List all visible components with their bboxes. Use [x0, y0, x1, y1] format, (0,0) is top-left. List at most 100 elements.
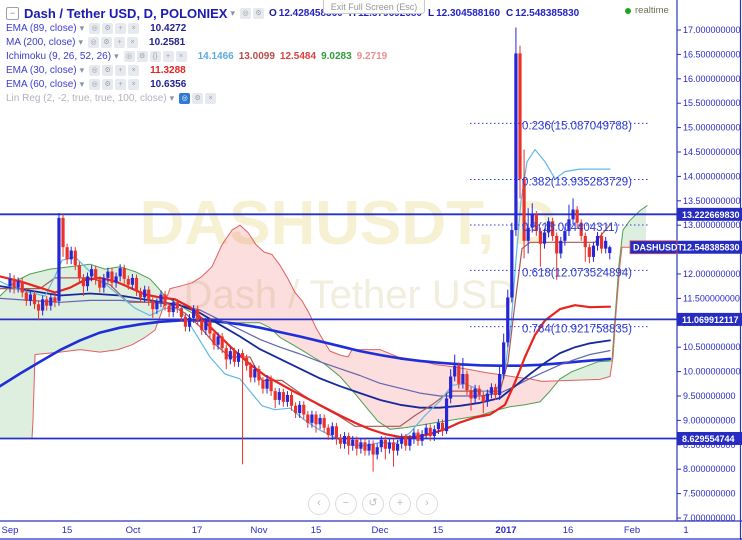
- gear-icon[interactable]: ⚙: [192, 92, 204, 104]
- ohlc-value-l: L 12.304588160: [427, 8, 501, 19]
- candle-body: [306, 414, 310, 423]
- plus-icon[interactable]: +: [115, 22, 127, 34]
- candle-body: [200, 320, 204, 331]
- eye-icon[interactable]: ◎: [89, 78, 101, 90]
- candle-body: [289, 395, 294, 406]
- candle-body: [302, 404, 306, 415]
- time-tick-label: Dec: [372, 525, 389, 536]
- candle-body: [567, 219, 571, 232]
- indicator-row-3[interactable]: EMA (30, close) ▾ ◎ ⚙ + × 11.3288: [6, 63, 579, 77]
- scroll-left-button[interactable]: ‹: [308, 493, 330, 515]
- close-icon[interactable]: ×: [205, 92, 217, 104]
- senkou-a-line: [0, 205, 648, 430]
- candle-body: [563, 231, 567, 241]
- eye-icon[interactable]: ◎: [179, 92, 191, 104]
- indicator-value: 14.1466: [197, 50, 234, 62]
- indicator-values: 10.4272: [150, 23, 186, 34]
- gear-icon[interactable]: ⚙: [102, 22, 114, 34]
- time-tick-label: 1: [683, 525, 688, 536]
- reset-zoom-button[interactable]: ↺: [362, 493, 384, 515]
- plus-icon[interactable]: +: [162, 50, 174, 62]
- chevron-down-icon[interactable]: ▾: [79, 78, 85, 89]
- plus-icon[interactable]: +: [114, 36, 126, 48]
- candle-body: [412, 432, 416, 439]
- chevron-down-icon[interactable]: ▾: [169, 92, 175, 103]
- candle-body: [489, 387, 494, 394]
- candle-body: [118, 268, 122, 277]
- candle-body: [530, 214, 534, 228]
- candle-body: [485, 393, 489, 402]
- candle-body: [159, 294, 163, 303]
- time-axis-background[interactable]: [0, 522, 742, 540]
- candle-body: [98, 279, 102, 288]
- indicator-row-0[interactable]: EMA (89, close) ▾ ◎ ⚙ + × 10.4272: [6, 21, 579, 35]
- scroll-right-button[interactable]: ›: [416, 493, 438, 515]
- candle-body: [408, 438, 412, 446]
- price-axis-background[interactable]: [678, 0, 742, 540]
- candle-body: [510, 230, 514, 298]
- candle-body: [555, 235, 559, 254]
- indicator-row-5[interactable]: Lin Reg (2, -2, true, true, 100, close) ▾…: [6, 91, 579, 105]
- zoom-out-button[interactable]: −: [335, 493, 357, 515]
- chevron-down-icon[interactable]: ▾: [78, 36, 84, 47]
- indicator-row-2[interactable]: Ichimoku (9, 26, 52, 26) ▾ ◎ ⚙{} + × 14.1466 13…: [6, 49, 579, 63]
- indicator-icons: ◎ ⚙ + ×: [88, 36, 139, 48]
- gear-icon[interactable]: ⚙: [101, 36, 113, 48]
- candle-body: [138, 291, 143, 298]
- close-icon[interactable]: ×: [127, 36, 139, 48]
- close-icon[interactable]: ×: [128, 64, 140, 76]
- gear-icon[interactable]: ⚙: [253, 8, 264, 19]
- plus-icon[interactable]: +: [115, 64, 127, 76]
- gear-icon[interactable]: ⚙: [102, 78, 114, 90]
- indicator-values: 11.3288: [150, 65, 186, 76]
- eye-icon[interactable]: ◎: [89, 22, 101, 34]
- candle-body: [449, 376, 453, 399]
- chevron-down-icon[interactable]: ▾: [114, 50, 119, 61]
- eye-icon[interactable]: ◎: [88, 36, 100, 48]
- eye-icon[interactable]: ◎: [123, 50, 135, 62]
- candle-body: [249, 365, 253, 378]
- candle-body: [20, 281, 24, 293]
- eye-icon[interactable]: ◎: [240, 8, 251, 19]
- close-icon[interactable]: ×: [175, 50, 187, 62]
- symbol-title[interactable]: Dash / Tether USD, D, POLONIEX: [24, 6, 228, 21]
- candle-body: [559, 240, 563, 254]
- fib-level-label: 0.236(15.087049788): [522, 120, 632, 132]
- candle-body: [179, 308, 183, 317]
- realtime-label: realtime: [635, 5, 669, 16]
- chevron-down-icon[interactable]: ▾: [79, 22, 85, 33]
- candle-body: [126, 278, 130, 285]
- candle-body: [444, 398, 449, 432]
- zoom-in-button[interactable]: +: [389, 493, 411, 515]
- indicator-row-1[interactable]: MA (200, close) ▾ ◎ ⚙ + × 10.2581: [6, 35, 579, 49]
- collapse-icon[interactable]: −: [6, 7, 19, 20]
- candle-body: [583, 235, 587, 248]
- close-icon[interactable]: ×: [128, 78, 140, 90]
- candle-body: [371, 443, 375, 455]
- candle-body: [285, 395, 290, 402]
- symbol-title-row[interactable]: − Dash / Tether USD, D, POLONIEX ▾ ◎ ⚙ O…: [6, 6, 579, 21]
- eye-icon[interactable]: ◎: [89, 64, 101, 76]
- price-axis-highlight: [677, 207, 742, 221]
- candle-body: [367, 443, 371, 451]
- plus-icon[interactable]: +: [115, 78, 127, 90]
- candle-body: [45, 299, 49, 306]
- candle-body: [94, 269, 98, 280]
- chevron-down-icon[interactable]: ▾: [230, 8, 235, 18]
- candle-body: [281, 392, 285, 402]
- close-icon[interactable]: ×: [128, 22, 140, 34]
- chevron-down-icon[interactable]: ▾: [79, 64, 85, 75]
- gear-icon[interactable]: ⚙: [102, 64, 114, 76]
- price-tick-label: 17.000000000: [683, 25, 741, 35]
- indicator-icons: ◎ ⚙ + ×: [89, 78, 140, 90]
- candle-body: [322, 417, 326, 428]
- watermark-symbol: DASHUSDT, D: [140, 189, 557, 258]
- braces-icon[interactable]: {}: [149, 50, 161, 62]
- indicator-row-4[interactable]: EMA (60, close) ▾ ◎ ⚙ + × 10.6356: [6, 77, 579, 91]
- candle-body: [143, 289, 147, 298]
- time-tick-label: 15: [62, 525, 73, 536]
- exit-fullscreen-button[interactable]: Exit Full Screen (Esc): [323, 0, 425, 14]
- candle-body: [575, 209, 579, 223]
- gear-icon[interactable]: ⚙: [136, 50, 148, 62]
